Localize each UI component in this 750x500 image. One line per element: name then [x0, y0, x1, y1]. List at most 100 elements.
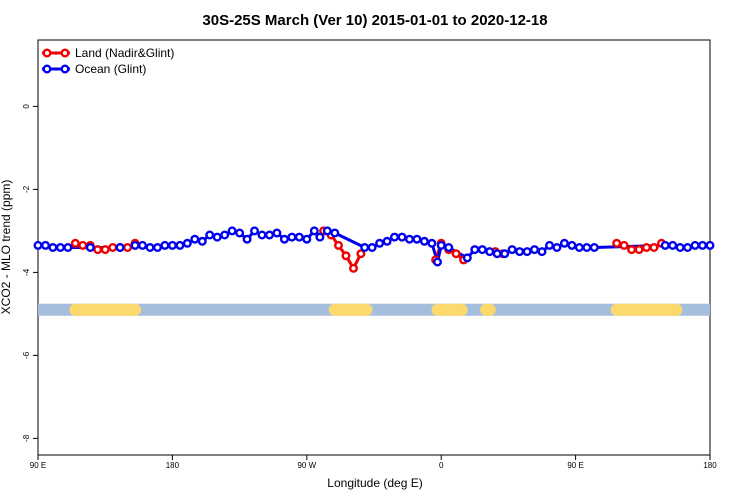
ocean-point — [242, 234, 252, 244]
ocean-point — [41, 240, 51, 250]
y-tick-label: -4 — [22, 268, 31, 276]
land-point — [70, 238, 80, 248]
ocean-point — [182, 238, 192, 248]
legend-marker — [60, 64, 70, 74]
ocean-point — [444, 242, 454, 252]
land-point — [634, 245, 644, 255]
ocean-point — [559, 238, 569, 248]
ocean-point — [419, 236, 429, 246]
ocean-point — [397, 232, 407, 242]
ocean-point — [265, 230, 275, 240]
ocean-point — [309, 226, 319, 236]
x-axis: 90 E 180 90 W 0 90 E 180 — [30, 455, 717, 470]
ocean-point — [294, 232, 304, 242]
land-point — [108, 242, 118, 252]
ocean-point — [470, 245, 480, 255]
series-group — [33, 226, 715, 273]
ocean-point — [279, 234, 289, 244]
y-tick-label: -8 — [22, 434, 31, 442]
ocean-point — [507, 245, 517, 255]
ocean-point — [227, 226, 237, 236]
ocean-point — [675, 242, 685, 252]
ocean-point — [360, 242, 370, 252]
legend-marker — [42, 48, 52, 58]
ocean-point — [477, 245, 487, 255]
land-point — [612, 238, 622, 248]
ocean-point — [375, 238, 385, 248]
ocean-point — [589, 242, 599, 252]
ocean-point — [492, 249, 502, 259]
ocean-point — [698, 240, 708, 250]
ocean-point — [197, 236, 207, 246]
x-tick-label: 0 — [439, 461, 444, 470]
ocean-point — [668, 240, 678, 250]
land-point — [356, 249, 366, 259]
ocean-point — [302, 234, 312, 244]
x-tick-label: 90 W — [297, 461, 316, 470]
land-point — [649, 242, 659, 252]
x-tick-label: 90 E — [567, 461, 583, 470]
legend-label: Ocean (Glint) — [75, 62, 146, 76]
ocean-point — [485, 247, 495, 257]
y-tick-label: 0 — [22, 104, 31, 109]
x-tick-label: 90 E — [30, 461, 46, 470]
ocean-point — [330, 228, 340, 238]
ocean-point — [427, 238, 437, 248]
ocean-point — [175, 240, 185, 250]
ocean-point — [205, 230, 215, 240]
ocean-point — [152, 242, 162, 252]
land-point — [123, 242, 133, 252]
ocean-point — [574, 242, 584, 252]
ocean-point — [315, 232, 325, 242]
land-point — [93, 245, 103, 255]
ocean-point — [705, 240, 715, 250]
ocean-point — [522, 247, 532, 257]
land-point — [334, 240, 344, 250]
ocean-point — [390, 232, 400, 242]
ocean-point — [212, 232, 222, 242]
ocean-point — [567, 240, 577, 250]
ocean-point — [582, 242, 592, 252]
ocean-point — [145, 242, 155, 252]
ocean-point — [660, 240, 670, 250]
land-point — [78, 240, 88, 250]
ocean-point — [462, 253, 472, 263]
ocean-point — [500, 249, 510, 259]
legend-marker — [42, 64, 52, 74]
ocean-point — [530, 245, 540, 255]
land-point — [627, 245, 637, 255]
x-tick-label: 180 — [703, 461, 717, 470]
ocean-point — [287, 232, 297, 242]
y-axis-label: XCO2 - MLO trend (ppm) — [0, 180, 13, 315]
ocean-point — [257, 230, 267, 240]
ocean-point — [545, 240, 555, 250]
land-point — [642, 242, 652, 252]
ocean-point — [235, 228, 245, 238]
ocean-point — [515, 247, 525, 257]
ocean-point — [190, 234, 200, 244]
ocean-point — [63, 242, 73, 252]
land-point — [451, 249, 461, 259]
ocean-point — [436, 240, 446, 250]
ocean-point — [137, 240, 147, 250]
legend-label: Land (Nadir&Glint) — [75, 46, 174, 60]
ocean-point — [433, 257, 443, 267]
ocean-point — [167, 240, 177, 250]
land-point — [349, 263, 359, 273]
ocean-point — [552, 242, 562, 252]
ocean-point — [249, 226, 259, 236]
x-axis-label: Longitude (deg E) — [327, 476, 422, 490]
ocean-point — [272, 228, 282, 238]
ocean-point — [115, 242, 125, 252]
ocean-point — [537, 247, 547, 257]
ocean-point — [405, 234, 415, 244]
ocean-point — [322, 226, 332, 236]
ocean-point — [130, 240, 140, 250]
ocean-point — [690, 240, 700, 250]
x-tick-label: 180 — [166, 461, 180, 470]
land-point — [341, 251, 351, 261]
ocean-point — [33, 240, 43, 250]
legend: Land (Nadir&Glint) Ocean (Glint) — [42, 46, 174, 76]
legend-marker — [60, 48, 70, 58]
